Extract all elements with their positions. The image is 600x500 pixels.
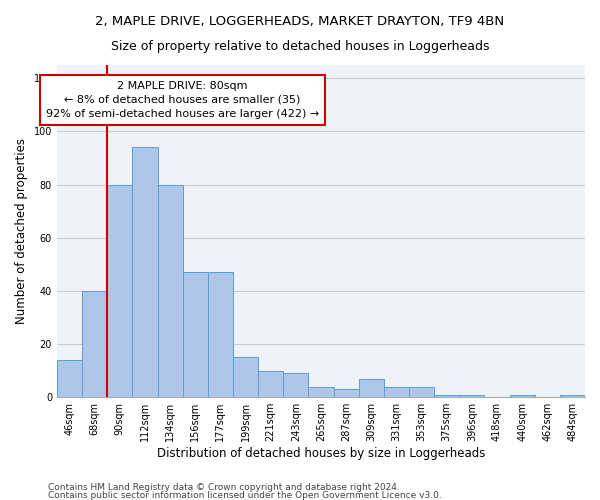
Bar <box>359 378 384 397</box>
Text: Contains public sector information licensed under the Open Government Licence v3: Contains public sector information licen… <box>48 490 442 500</box>
Bar <box>409 386 434 397</box>
Bar <box>334 389 359 397</box>
Bar <box>283 374 308 397</box>
Bar <box>182 272 208 397</box>
Bar <box>233 358 258 397</box>
Bar <box>308 386 334 397</box>
X-axis label: Distribution of detached houses by size in Loggerheads: Distribution of detached houses by size … <box>157 447 485 460</box>
Bar <box>560 394 585 397</box>
Bar <box>509 394 535 397</box>
Text: Contains HM Land Registry data © Crown copyright and database right 2024.: Contains HM Land Registry data © Crown c… <box>48 483 400 492</box>
Bar <box>459 394 484 397</box>
Bar <box>82 291 107 397</box>
Bar <box>384 386 409 397</box>
Text: 2, MAPLE DRIVE, LOGGERHEADS, MARKET DRAYTON, TF9 4BN: 2, MAPLE DRIVE, LOGGERHEADS, MARKET DRAY… <box>95 15 505 28</box>
Text: Size of property relative to detached houses in Loggerheads: Size of property relative to detached ho… <box>111 40 489 53</box>
Bar <box>107 184 133 397</box>
Y-axis label: Number of detached properties: Number of detached properties <box>15 138 28 324</box>
Bar <box>57 360 82 397</box>
Bar <box>208 272 233 397</box>
Bar <box>158 184 182 397</box>
Bar <box>258 370 283 397</box>
Bar <box>434 394 459 397</box>
Text: 2 MAPLE DRIVE: 80sqm
← 8% of detached houses are smaller (35)
92% of semi-detach: 2 MAPLE DRIVE: 80sqm ← 8% of detached ho… <box>46 81 319 119</box>
Bar <box>133 148 158 397</box>
